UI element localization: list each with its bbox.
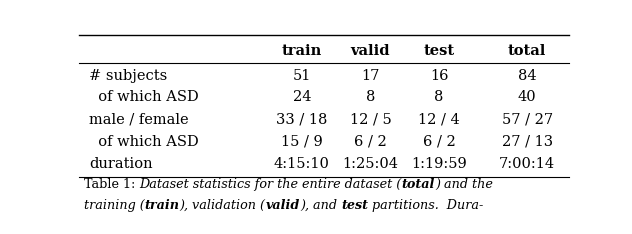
Text: Dataset statistics for the entire dataset (: Dataset statistics for the entire datase… xyxy=(139,178,401,191)
Text: 12 / 4: 12 / 4 xyxy=(418,113,460,127)
Text: 1:25:04: 1:25:04 xyxy=(343,157,398,171)
Text: 8: 8 xyxy=(434,91,444,104)
Text: training (: training ( xyxy=(84,199,145,212)
Text: # subjects: # subjects xyxy=(88,69,167,83)
Text: ), and: ), and xyxy=(300,199,341,212)
Text: 57 / 27: 57 / 27 xyxy=(502,113,553,127)
Text: 8: 8 xyxy=(366,91,375,104)
Text: 51: 51 xyxy=(293,69,311,83)
Text: 12 / 5: 12 / 5 xyxy=(349,113,391,127)
Text: 7:00:14: 7:00:14 xyxy=(499,157,556,171)
Text: 6 / 2: 6 / 2 xyxy=(354,135,387,149)
Text: duration: duration xyxy=(88,157,152,171)
Text: total: total xyxy=(401,178,435,191)
Text: valid: valid xyxy=(351,44,390,58)
Text: 40: 40 xyxy=(518,91,537,104)
Text: test: test xyxy=(423,44,454,58)
Text: 4:15:10: 4:15:10 xyxy=(274,157,330,171)
Text: ) and the: ) and the xyxy=(435,178,493,191)
Text: male / female: male / female xyxy=(88,113,188,127)
Text: partitions.  Dura-: partitions. Dura- xyxy=(368,199,483,212)
Text: 33 / 18: 33 / 18 xyxy=(276,113,327,127)
Text: ), validation (: ), validation ( xyxy=(179,199,265,212)
Text: 1:19:59: 1:19:59 xyxy=(411,157,467,171)
Text: 17: 17 xyxy=(362,69,380,83)
Text: 27 / 13: 27 / 13 xyxy=(502,135,553,149)
Text: of which ASD: of which ASD xyxy=(88,91,198,104)
Text: 15 / 9: 15 / 9 xyxy=(281,135,323,149)
Text: Table 1:: Table 1: xyxy=(84,178,139,191)
Text: valid: valid xyxy=(265,199,300,212)
Text: 16: 16 xyxy=(430,69,448,83)
Text: train: train xyxy=(145,199,179,212)
Text: test: test xyxy=(341,199,368,212)
Text: 84: 84 xyxy=(518,69,537,83)
Text: 6 / 2: 6 / 2 xyxy=(423,135,456,149)
Text: of which ASD: of which ASD xyxy=(88,135,198,149)
Text: train: train xyxy=(282,44,322,58)
Text: total: total xyxy=(508,44,546,58)
Text: 24: 24 xyxy=(293,91,311,104)
